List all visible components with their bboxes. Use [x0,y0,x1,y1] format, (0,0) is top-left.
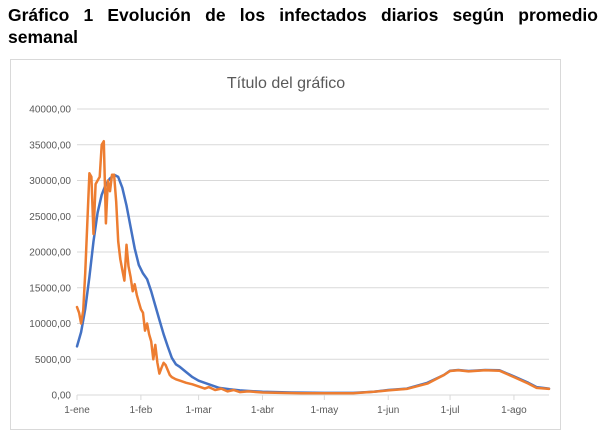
x-axis-ticks: 1-ene 1-feb 1-mar 1-abr 1-may 1-jun 1-jul 1-ago [64,395,527,416]
y-tick-label: 40000,00 [29,105,71,116]
gridlines [77,108,549,396]
y-axis-ticks: 0,00 5000,00 10000,00 15000,00 20000,00 25000… [29,105,71,402]
daily-cases-line [75,139,551,395]
y-tick-label: 0,00 [52,391,72,402]
series-lines [75,139,551,395]
x-tick-label: 1-mar [186,405,213,416]
x-tick-label: 1-feb [129,405,152,416]
chart-title: Título del gráfico [227,75,345,92]
y-tick-label: 15000,00 [29,283,71,294]
y-tick-label: 30000,00 [29,176,71,187]
x-tick-label: 1-abr [251,405,275,416]
y-tick-label: 5000,00 [35,355,72,366]
x-tick-label: 1-may [310,405,338,416]
weekly-average-line [75,173,551,395]
y-tick-label: 20000,00 [29,248,71,259]
line-chart: Título del gráfico 0,00 5000,00 10000,00 15… [29,75,551,416]
figure-caption: Gráfico 1 Evolución de los infectados di… [8,5,598,47]
x-tick-label: 1-jul [441,405,460,416]
chart-area: Título del gráfico 0,00 5000,00 10000,00 15… [10,59,561,430]
x-tick-label: 1-ago [501,405,527,416]
x-tick-label: 1-jun [377,405,399,416]
y-tick-label: 25000,00 [29,212,71,223]
y-tick-label: 35000,00 [29,140,71,151]
y-tick-label: 10000,00 [29,319,71,330]
x-tick-label: 1-ene [64,405,90,416]
